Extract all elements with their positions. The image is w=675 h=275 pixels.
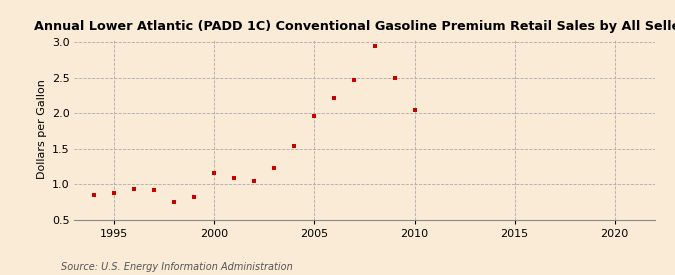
Y-axis label: Dollars per Gallon: Dollars per Gallon <box>38 79 47 179</box>
Point <box>209 171 220 175</box>
Point <box>309 114 320 118</box>
Point <box>169 200 180 204</box>
Point <box>349 78 360 83</box>
Point <box>369 44 380 48</box>
Title: Annual Lower Atlantic (PADD 1C) Conventional Gasoline Premium Retail Sales by Al: Annual Lower Atlantic (PADD 1C) Conventi… <box>34 20 675 33</box>
Point <box>129 187 140 192</box>
Point <box>249 179 260 183</box>
Point <box>229 176 240 180</box>
Point <box>189 194 200 199</box>
Point <box>269 166 280 170</box>
Text: Source: U.S. Energy Information Administration: Source: U.S. Energy Information Administ… <box>61 262 292 272</box>
Point <box>329 95 340 100</box>
Point <box>289 144 300 148</box>
Point <box>109 191 119 195</box>
Point <box>409 108 420 112</box>
Point <box>89 193 100 197</box>
Point <box>389 76 400 81</box>
Point <box>149 188 160 192</box>
